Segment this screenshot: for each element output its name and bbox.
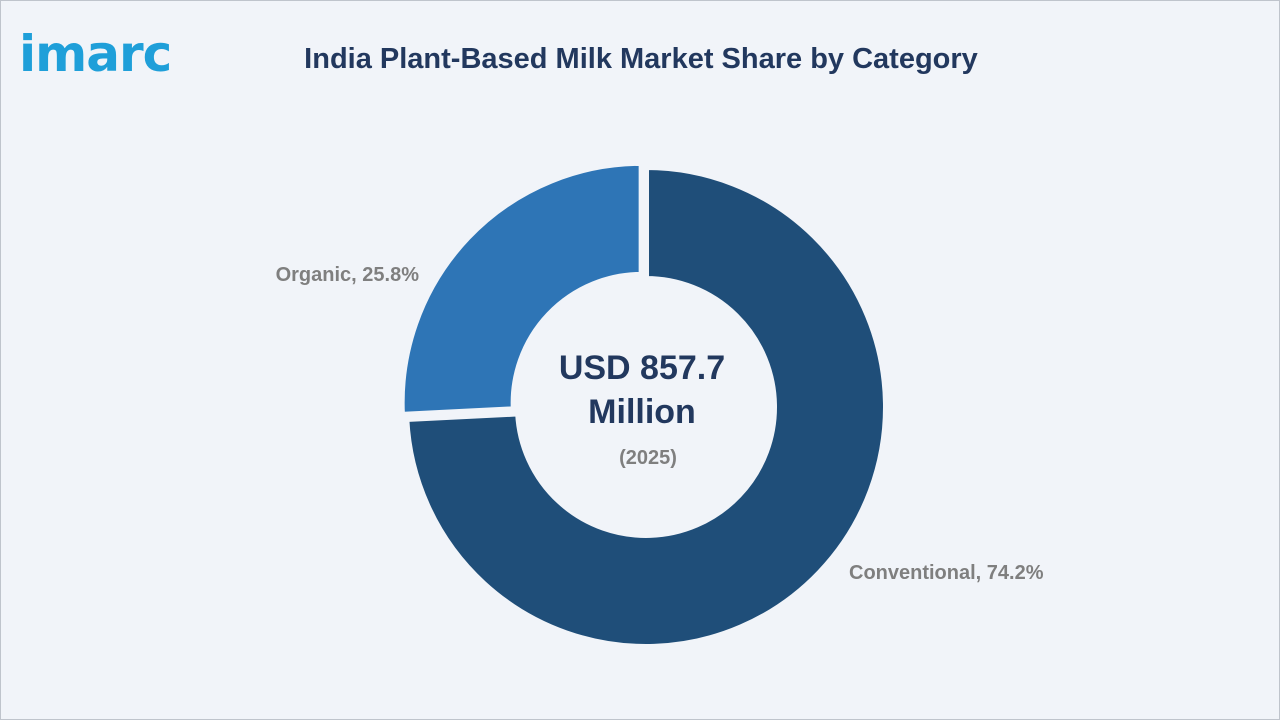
imarc-logo: imarc bbox=[19, 25, 172, 83]
chart-title: India Plant-Based Milk Market Share by C… bbox=[304, 43, 978, 75]
center-value-line2: Million bbox=[588, 393, 696, 431]
slice-conventional bbox=[403, 163, 889, 650]
slice-label-organic: Organic, 25.8% bbox=[276, 264, 420, 286]
center-value-line1: USD 857.7 bbox=[559, 349, 725, 387]
slice-organic bbox=[398, 159, 645, 419]
slice-label-conventional: Conventional, 74.2% bbox=[849, 562, 1044, 584]
center-year: (2025) bbox=[619, 447, 677, 469]
